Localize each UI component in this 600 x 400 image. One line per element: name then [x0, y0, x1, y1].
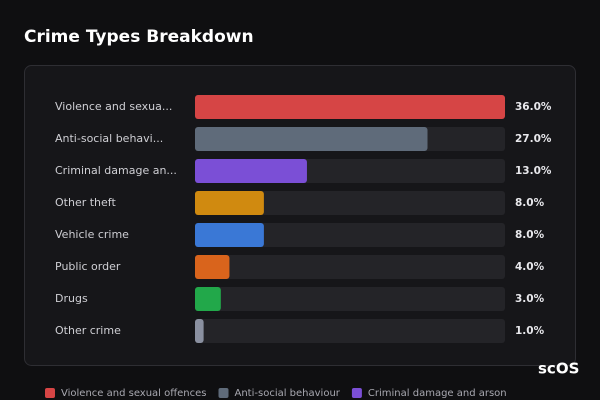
category-label: Vehicle crime: [55, 228, 129, 241]
bar-track: [195, 319, 505, 343]
bar-track: [195, 287, 505, 311]
value-label: 27.0%: [515, 133, 552, 145]
watermark: scOS: [538, 360, 579, 378]
value-label: 8.0%: [515, 229, 545, 241]
value-label: 1.0%: [515, 325, 545, 337]
category-label: Violence and sexua...: [55, 100, 172, 113]
value-label: 4.0%: [515, 261, 545, 273]
category-label: Criminal damage an...: [55, 164, 177, 177]
bar: [195, 127, 428, 151]
category-label: Drugs: [55, 292, 88, 305]
legend-swatch: [218, 388, 229, 398]
bar: [195, 255, 230, 279]
bar: [195, 223, 264, 247]
legend-swatch: [351, 388, 362, 398]
category-label: Other crime: [55, 324, 121, 337]
value-label: 36.0%: [515, 101, 552, 113]
legend-label: Criminal damage and arson: [368, 388, 507, 399]
legend-label: Violence and sexual offences: [61, 388, 207, 399]
bar: [195, 191, 264, 215]
bar-track: [195, 223, 505, 247]
category-label: Public order: [55, 260, 121, 273]
bar-track: [195, 255, 505, 279]
category-label: Other theft: [55, 196, 116, 209]
value-label: 3.0%: [515, 293, 545, 305]
value-label: 13.0%: [515, 165, 552, 177]
legend-label: Anti-social behaviour: [235, 388, 341, 399]
legend-swatch: [45, 388, 55, 398]
category-label: Anti-social behavi...: [55, 132, 163, 145]
chart-title: Crime Types Breakdown: [24, 27, 254, 47]
bar-track: [195, 191, 505, 215]
bar: [195, 159, 307, 183]
bar: [195, 287, 221, 311]
bar: [195, 319, 204, 343]
value-label: 8.0%: [515, 197, 545, 209]
bar: [195, 95, 505, 119]
